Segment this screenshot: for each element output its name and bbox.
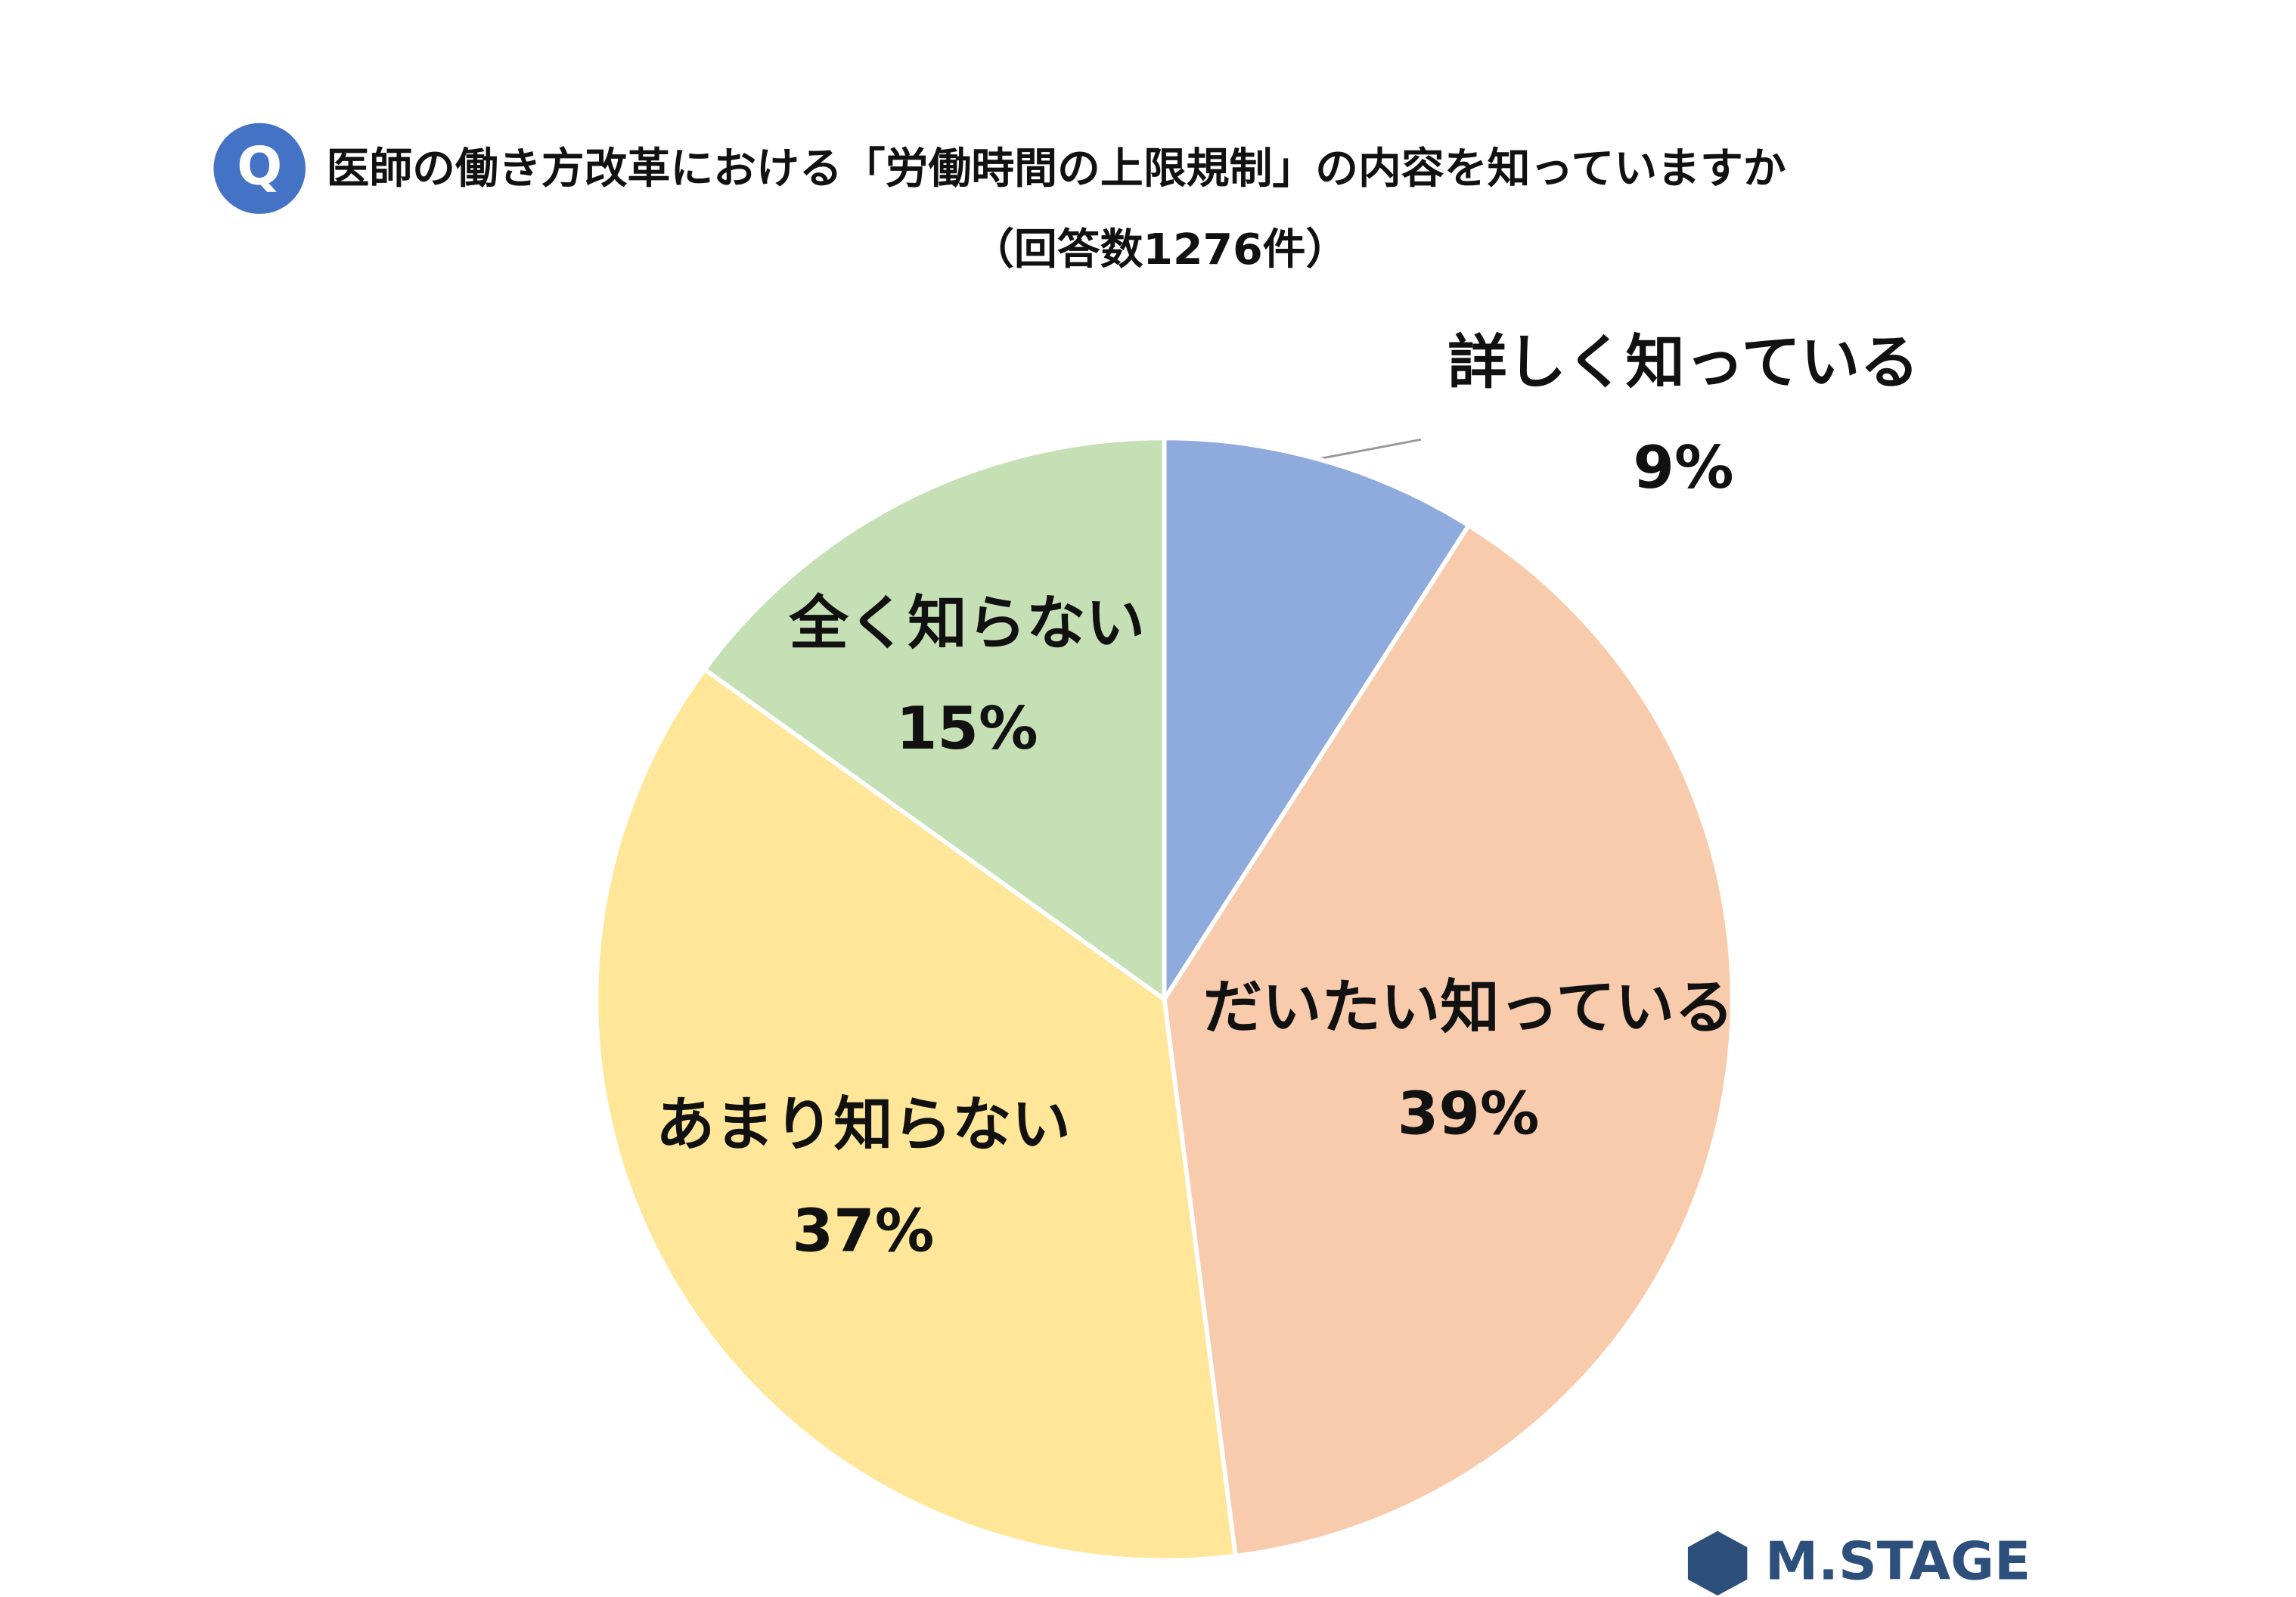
slice-value-label: 15%	[896, 696, 1038, 763]
slice-value-label: 39%	[1398, 1081, 1540, 1148]
pie-slice	[594, 666, 1239, 1563]
chart-subtitle: （回答数1276件）	[971, 225, 1348, 274]
slice-label: だいたい知っている	[1203, 974, 1734, 1041]
chart-title: 医師の働き方改革における「労働時間の上限規制」の内容を知っていますか	[326, 145, 1786, 194]
logo-mark	[1687, 1530, 1748, 1596]
pie-slice	[1162, 436, 1472, 1007]
pie-slice	[701, 436, 1167, 1004]
slice-value-label: 37%	[793, 1198, 935, 1265]
q-icon	[213, 122, 306, 214]
slice-label: あまり知らない	[656, 1091, 1071, 1158]
logo-text: M.STAGE	[1765, 1530, 2031, 1592]
slice-label: 詳しく知っている	[1447, 329, 1919, 396]
leader-line	[1320, 438, 1422, 460]
logo: M.STAGE	[1687, 1530, 2031, 1596]
pie-slice	[1162, 522, 1735, 1558]
q-icon-text: Q	[237, 135, 282, 197]
slice-value-label: 9%	[1633, 435, 1733, 502]
slice-label: 全く知らない	[788, 590, 1145, 657]
